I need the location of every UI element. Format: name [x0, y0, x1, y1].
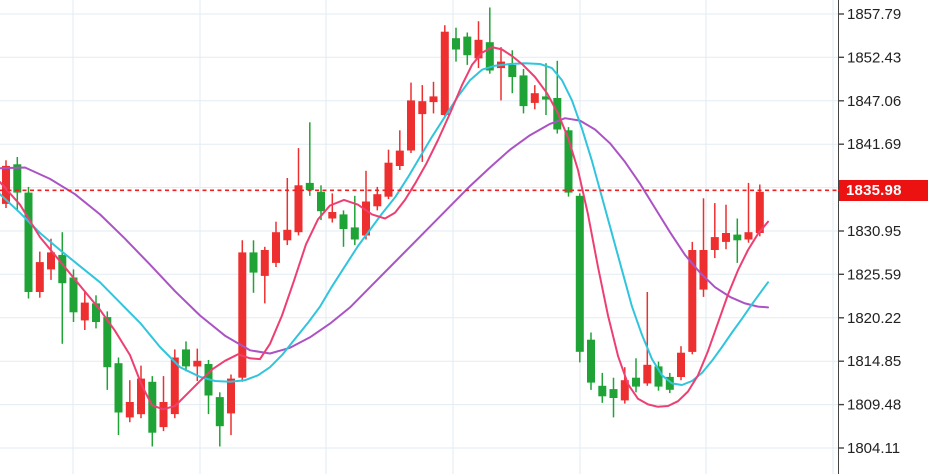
candle	[24, 186, 33, 299]
candle	[148, 376, 157, 447]
candle	[215, 392, 224, 447]
svg-text:1841.69: 1841.69	[847, 136, 901, 153]
candle	[699, 198, 708, 297]
candle	[440, 25, 449, 118]
candle	[35, 251, 44, 298]
candle	[755, 184, 764, 237]
candle	[519, 68, 528, 114]
candle	[542, 63, 550, 115]
candle	[744, 182, 753, 243]
ma-fast-line	[0, 46, 769, 411]
candle	[339, 210, 348, 247]
candle	[643, 292, 652, 386]
candle	[575, 193, 584, 363]
candle	[609, 377, 618, 418]
candle	[463, 32, 472, 65]
svg-text:1814.85: 1814.85	[847, 353, 901, 370]
candle	[92, 295, 100, 329]
candle	[103, 311, 112, 390]
candle	[710, 203, 719, 259]
candle	[587, 332, 595, 390]
chart-plot-area[interactable]	[0, 0, 838, 474]
candle	[272, 221, 280, 267]
candle	[665, 372, 674, 394]
candle	[632, 358, 640, 393]
candle	[733, 218, 742, 263]
candle	[395, 130, 404, 170]
y-axis-labels: 1857.79 1852.43 1847.06 1841.69 1830.95 1825.…	[838, 6, 901, 457]
candle	[294, 148, 303, 236]
candle	[305, 122, 314, 196]
candle	[722, 204, 730, 250]
svg-text:1825.59: 1825.59	[847, 266, 901, 283]
candle	[283, 178, 292, 246]
candle	[159, 376, 168, 432]
candle	[238, 240, 247, 382]
candle	[654, 361, 663, 391]
candle	[688, 241, 697, 355]
svg-text:1852.43: 1852.43	[847, 49, 901, 66]
candle	[137, 365, 145, 419]
candle	[530, 85, 539, 110]
svg-text:1820.22: 1820.22	[847, 310, 901, 327]
candle	[474, 21, 483, 69]
candle	[598, 372, 607, 403]
svg-text:1809.48: 1809.48	[847, 397, 901, 414]
svg-text:1847.06: 1847.06	[847, 93, 901, 110]
current-price-tag: 1835.98	[839, 180, 928, 201]
candle	[227, 374, 235, 436]
candle	[362, 170, 370, 240]
candle	[418, 85, 427, 162]
candle	[384, 149, 393, 200]
candle	[47, 238, 55, 280]
candle	[80, 291, 89, 330]
svg-text:1857.79: 1857.79	[847, 6, 901, 23]
candle	[125, 380, 134, 423]
candle	[249, 240, 258, 293]
svg-text:1804.11: 1804.11	[847, 440, 900, 457]
candle	[485, 7, 494, 74]
candle	[260, 246, 269, 304]
candle	[328, 193, 337, 223]
ma-slow-line	[0, 117, 769, 355]
candle	[407, 82, 415, 153]
candle	[429, 81, 438, 114]
candle	[114, 357, 123, 436]
ma-mid-line	[0, 62, 769, 386]
candle	[317, 185, 325, 221]
candle	[677, 346, 685, 381]
svg-text:1830.95: 1830.95	[847, 223, 901, 240]
candle	[182, 341, 190, 372]
candle	[452, 27, 460, 62]
